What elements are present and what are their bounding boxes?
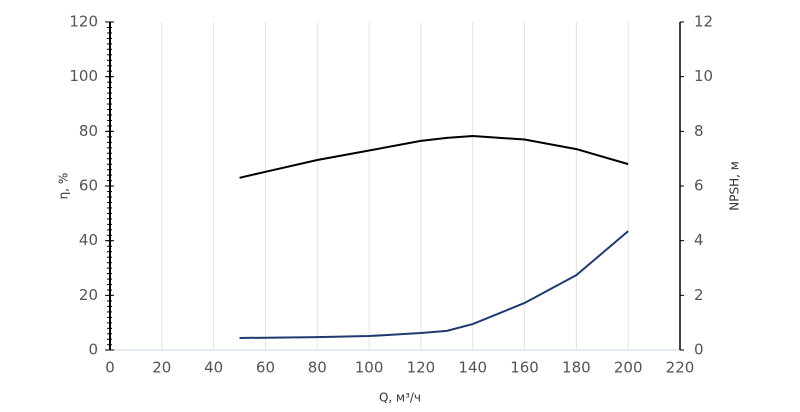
x-tick-label: 80: [308, 359, 327, 377]
y2-axis-title: NPSH, м: [728, 161, 742, 211]
x-tick-label: 20: [152, 359, 171, 377]
series-line: [239, 230, 629, 339]
x-tick-label: 180: [562, 359, 591, 377]
y2-tick-label: 12: [694, 13, 713, 31]
y-tick-label: 80: [79, 122, 98, 140]
y-axis-title: η, %: [57, 173, 71, 200]
x-tick-label: 140: [458, 359, 487, 377]
x-tick-label: 0: [105, 359, 115, 377]
y-tick-label: 120: [69, 13, 98, 31]
x-tick-label: 120: [407, 359, 436, 377]
y2-tick-label: 10: [694, 67, 713, 85]
y-tick-label: 100: [69, 67, 98, 85]
y-tick-label: 40: [79, 231, 98, 249]
y2-tick-label: 8: [694, 122, 704, 140]
y2-tick-label: 6: [694, 177, 704, 195]
y-tick-label: 20: [79, 286, 98, 304]
x-tick-label: 60: [256, 359, 275, 377]
y-tick-label: 60: [79, 177, 98, 195]
series-line: [239, 134, 629, 179]
x-tick-label: 220: [666, 359, 695, 377]
x-tick-label: 40: [204, 359, 223, 377]
x-tick-label: 200: [614, 359, 643, 377]
x-tick-label: 100: [355, 359, 384, 377]
x-tick-label: 160: [510, 359, 539, 377]
y2-tick-label: 4: [694, 231, 704, 249]
y2-tick-label: 2: [694, 286, 704, 304]
y2-tick-label: 0: [694, 341, 704, 359]
x-axis-title: Q, м³/ч: [379, 391, 421, 405]
y-tick-label: 0: [88, 341, 98, 359]
